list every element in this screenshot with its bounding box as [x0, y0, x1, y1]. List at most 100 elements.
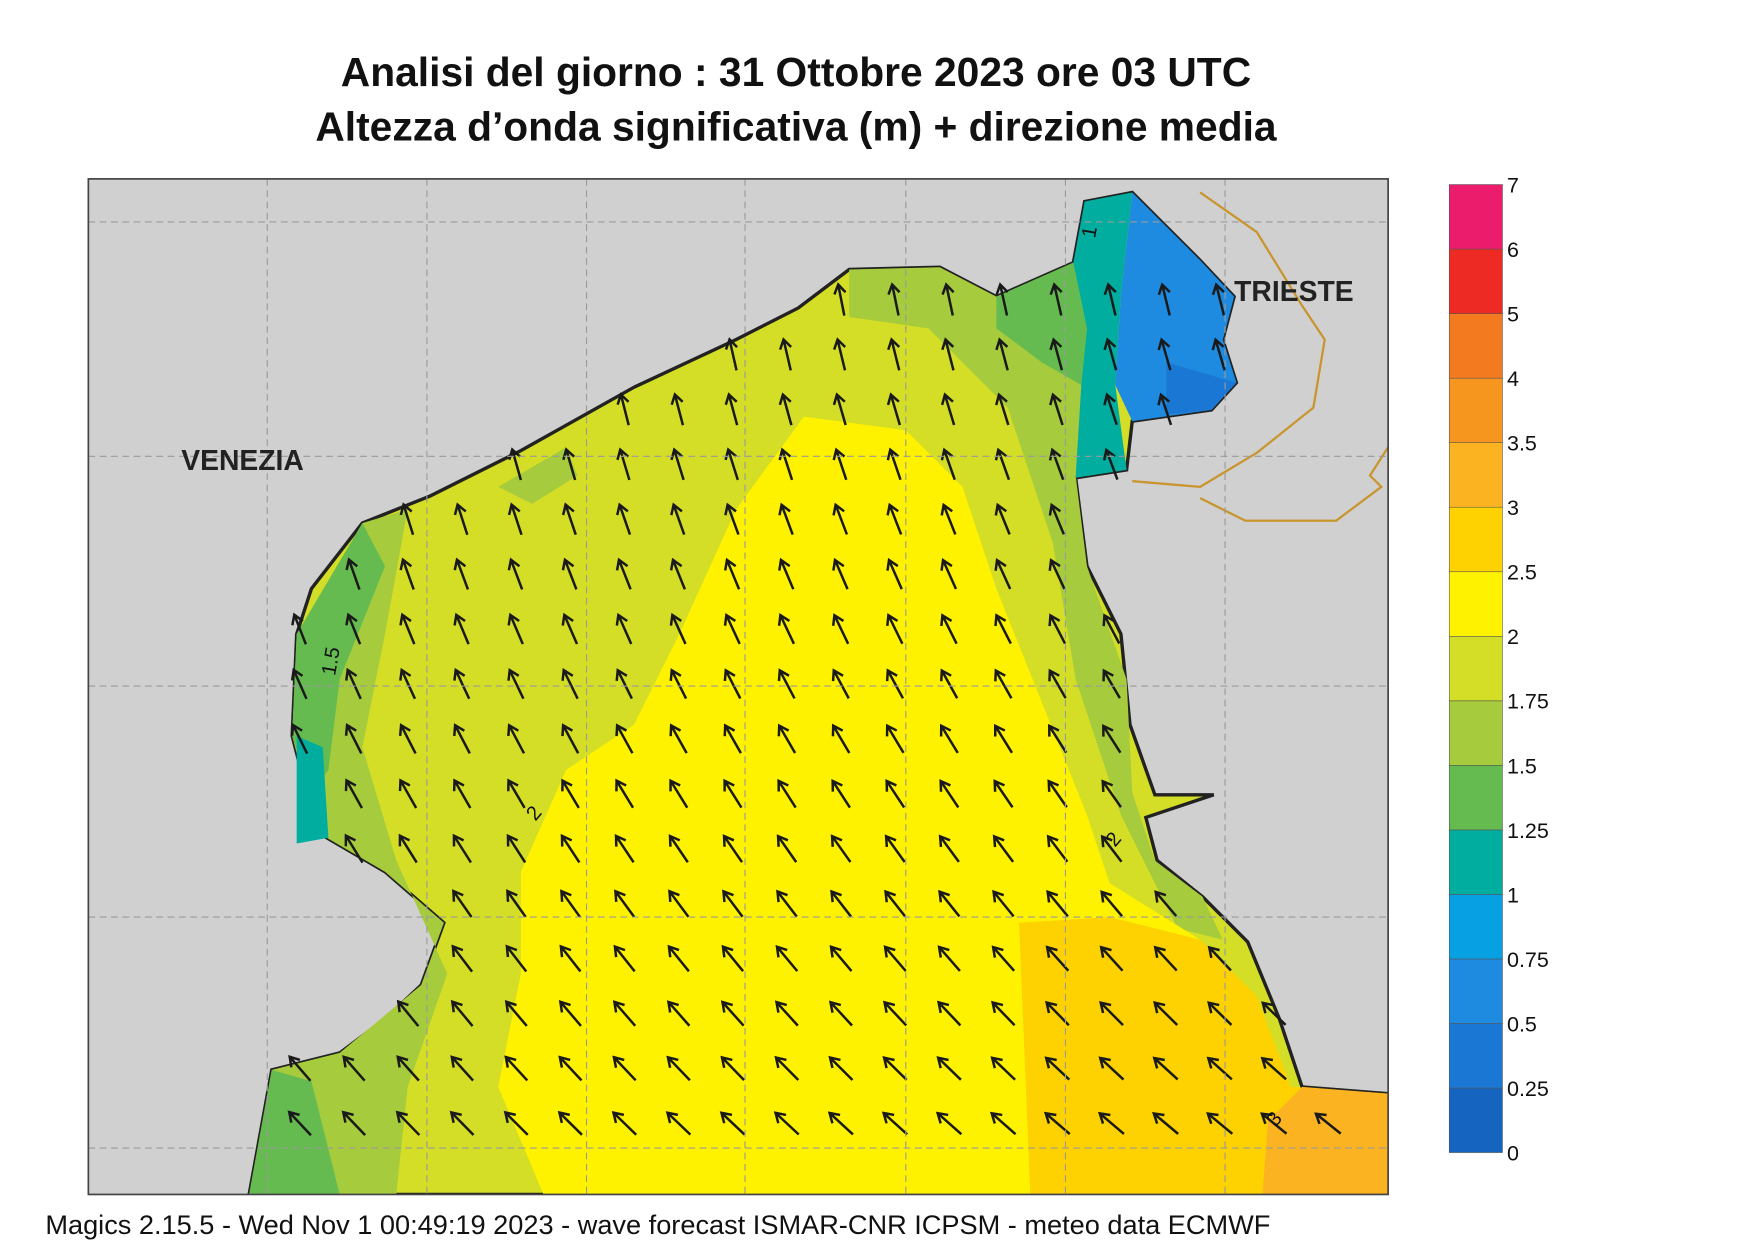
wave-zone: [498, 262, 1223, 940]
wave-arrow: [396, 999, 420, 1027]
wave-arrow: [666, 1000, 691, 1027]
colorbar-band: [1448, 184, 1503, 250]
colorbar-band: [1448, 506, 1503, 573]
wave-arrow: [503, 1110, 529, 1136]
wave-arrow: [723, 557, 741, 590]
wave-arrow: [345, 667, 362, 700]
wave-arrow: [720, 1055, 745, 1082]
wave-arrow: [831, 723, 851, 754]
wave-arrow: [885, 668, 905, 699]
wave-arrow: [778, 557, 795, 590]
wave-arrow: [994, 502, 1011, 535]
wave-arrow: [1099, 945, 1124, 972]
wave-arrow: [453, 667, 471, 700]
wave-zone: [996, 262, 1087, 385]
wave-arrow: [557, 1110, 583, 1136]
wave-arrow: [612, 1000, 637, 1027]
wave-arrow: [828, 1000, 853, 1027]
wave-arrow: [829, 945, 853, 972]
wave-arrow: [882, 1000, 908, 1027]
colorbar-band: [1448, 571, 1503, 637]
place-label: VENEZIA: [181, 444, 304, 476]
wave-arrow: [291, 612, 308, 645]
wave-arrow: [1260, 1056, 1287, 1081]
wave-arrow: [558, 1000, 582, 1027]
colorbar-band: [1448, 700, 1503, 766]
wave-arrow: [719, 1111, 746, 1136]
wave-arrow: [1152, 1112, 1179, 1135]
wave-arrow: [778, 392, 793, 426]
wave-arrow: [1100, 890, 1123, 917]
wave-arrow: [776, 834, 798, 863]
colorbar-label: 1: [1507, 883, 1519, 907]
wave-arrow: [1154, 890, 1178, 917]
wave-arrow: [1152, 1056, 1179, 1081]
wave-arrow: [1153, 945, 1178, 972]
wave-arrow: [507, 723, 526, 754]
wave-arrow: [670, 502, 686, 536]
contour-label: 1: [1078, 225, 1102, 240]
wave-arrow: [452, 833, 472, 864]
wave-arrow: [399, 667, 417, 700]
wave-arrow: [776, 889, 798, 918]
wave-zone: [249, 523, 386, 1195]
wave-arrow: [831, 668, 850, 699]
wave-arrow: [722, 889, 744, 918]
wave-arrow: [884, 889, 907, 918]
wave-arrow: [1047, 779, 1068, 808]
wave-arrow: [611, 1111, 638, 1136]
wave-arrow: [883, 945, 907, 972]
colorbar-band: [1448, 377, 1503, 443]
wave-arrow: [668, 834, 689, 863]
wave-arrow: [669, 557, 687, 590]
wave-arrow: [722, 834, 744, 863]
wave-arrow: [833, 282, 847, 316]
wave-arrow: [507, 557, 524, 590]
wave-arrow: [560, 833, 581, 864]
wave-arrow: [1049, 392, 1064, 426]
wave-arrow: [886, 392, 902, 426]
wave-arrow: [506, 778, 526, 809]
wave-arrow: [993, 723, 1014, 754]
colorbar-label: 7: [1507, 173, 1519, 197]
colorbar-label: 3: [1507, 496, 1519, 520]
wave-arrow: [832, 392, 847, 426]
wave-arrow: [885, 779, 906, 809]
wave-zone: [296, 735, 329, 844]
wave-zone: [1115, 192, 1237, 422]
wave-arrow: [1211, 337, 1226, 371]
wave-arrow: [831, 613, 850, 645]
wave-arrow: [724, 392, 739, 426]
wave-arrow: [724, 502, 740, 535]
wave-arrow: [1153, 1001, 1179, 1026]
wave-arrow: [887, 282, 901, 316]
wave-arrow: [830, 889, 852, 918]
wave-arrow: [1048, 723, 1068, 754]
wave-arrow: [941, 282, 955, 316]
wave-arrow: [290, 667, 308, 700]
wave-arrow: [450, 999, 474, 1027]
wave-arrow: [1048, 447, 1065, 481]
footer: Magics 2.15.5 - Wed Nov 1 00:49:19 2023 …: [45, 1209, 1270, 1240]
wave-arrow: [992, 834, 1015, 863]
wave-arrow: [940, 502, 957, 535]
wave-arrow: [665, 1111, 692, 1136]
colorbar-label: 4: [1507, 367, 1519, 391]
wave-arrow: [936, 1056, 962, 1081]
wave-arrow: [777, 613, 796, 645]
colorbar: 0 0.25 0.5 0.75 1 1.25 1.5 1.75 2 2.5 3 3.5 4 5 6 7: [1448, 173, 1549, 1165]
wave-arrow: [1314, 1112, 1342, 1135]
wave-arrow: [616, 392, 630, 426]
wave-arrow: [612, 1055, 637, 1082]
subtitle: Altezza d’onda significativa (m) + direz…: [315, 103, 1277, 149]
wave-arrow: [616, 502, 632, 536]
wave-arrow: [1206, 1056, 1233, 1081]
wave-arrow: [398, 833, 418, 864]
wave-arrow: [395, 1110, 421, 1136]
wave-arrow: [344, 723, 363, 755]
wave-arrow: [938, 834, 960, 863]
wave-arrow: [1048, 613, 1067, 645]
colorbar-band: [1448, 1023, 1503, 1089]
colorbar-label: 1.5: [1507, 754, 1537, 778]
wave-arrow: [1102, 723, 1122, 754]
